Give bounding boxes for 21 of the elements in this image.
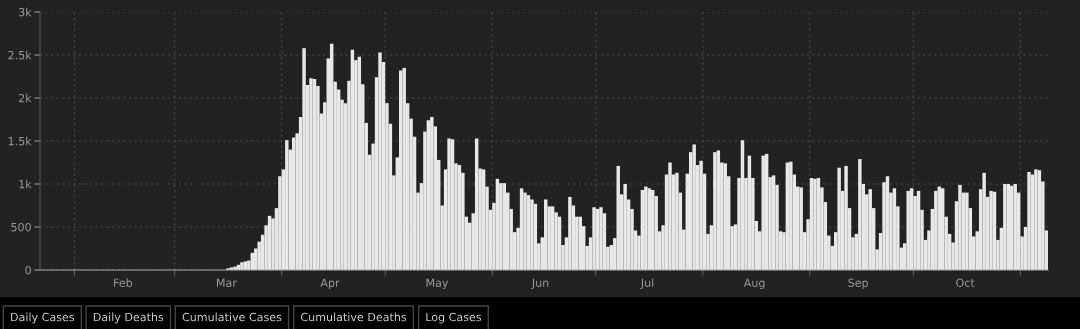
x-tick-label: May (426, 278, 449, 290)
x-tick-label: Aug (743, 278, 765, 290)
text: Daily Deaths (93, 312, 164, 324)
x-tick-label: Sep (848, 278, 868, 290)
y-tick-label: 0 (25, 265, 31, 275)
x-tick-label: Mar (217, 278, 237, 287)
x-tick-label: Jun (531, 278, 549, 289)
text: Log Cases (426, 312, 482, 324)
y-tick-label: 1.5k (8, 136, 32, 146)
text: Cumulative Cases (182, 312, 282, 322)
y-tick-label: 500 (11, 222, 31, 232)
x-tick-label: Feb (114, 278, 133, 287)
y-tick-label: 1k (19, 179, 32, 189)
y-tick-label: 2.5k (8, 50, 32, 60)
x-tick-label: Oct (956, 278, 975, 287)
text: Cumulative Deaths (301, 312, 407, 322)
text: Daily Cases (11, 312, 75, 324)
x-tick-label: Jul (640, 278, 654, 289)
y-tick-label: 3k (19, 7, 32, 17)
y-tick-label: 2k (18, 93, 32, 103)
x-tick-label: Apr (320, 278, 340, 290)
